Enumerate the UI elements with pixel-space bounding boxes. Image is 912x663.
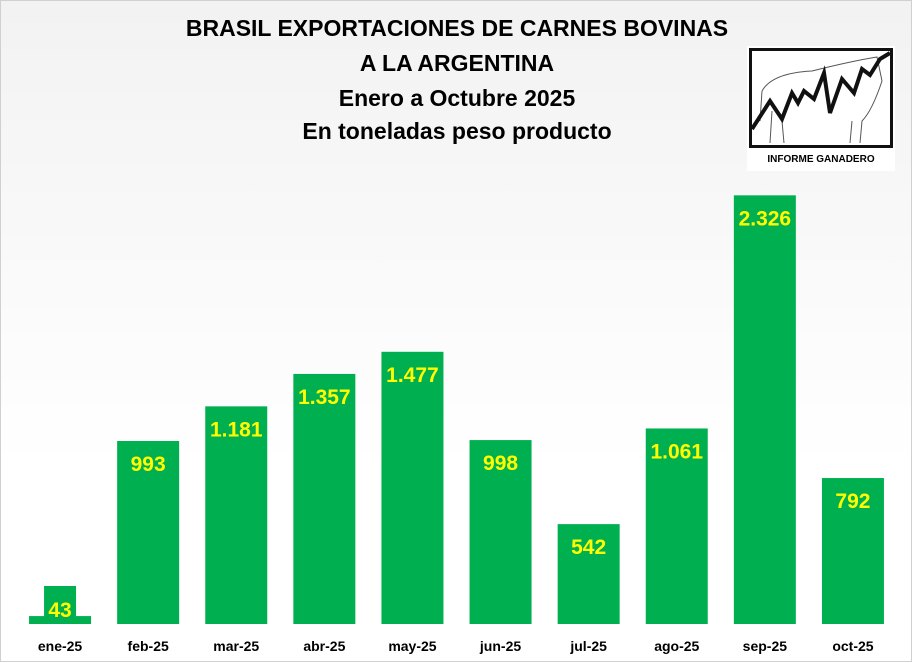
x-tick-label: mar-25	[213, 638, 259, 654]
data-label: 1.181	[210, 418, 263, 441]
data-label: 1.477	[386, 364, 439, 387]
x-tick-label: ene-25	[38, 638, 83, 654]
bar-jul-25	[557, 524, 620, 624]
data-label: 1.357	[298, 386, 351, 409]
chart-title-line-2: A LA ARGENTINA	[359, 50, 555, 76]
chart-title-line-1: BRASIL EXPORTACIONES DE CARNES BOVINAS	[185, 15, 729, 41]
x-tick-label: oct-25	[832, 638, 873, 654]
data-label: 542	[571, 536, 606, 559]
chart-title-line-3: Enero a Octubre 2025	[338, 85, 576, 111]
bar-sep-25	[733, 195, 796, 625]
bar-jun-25	[469, 440, 532, 624]
x-tick-label: may-25	[388, 638, 436, 654]
x-tick-label: jul-25	[569, 638, 607, 654]
x-tick-label: ago-25	[654, 638, 699, 654]
data-label: 792	[835, 490, 870, 513]
bar-may-25	[381, 351, 444, 624]
x-tick-label: abr-25	[303, 638, 345, 654]
chart-title-line-4: En toneladas peso producto	[302, 118, 612, 144]
data-label: 2.326	[739, 207, 792, 230]
x-tick-label: jun-25	[479, 638, 521, 654]
bar-feb-25	[117, 441, 180, 624]
data-label: 43	[48, 599, 71, 622]
bar-mar-25	[205, 406, 268, 624]
data-label: 998	[483, 452, 518, 475]
logo-text: INFORME GANADERO	[767, 154, 875, 165]
bar-ago-25	[645, 428, 708, 624]
data-label-background	[44, 586, 77, 624]
x-tick-label: sep-25	[743, 638, 788, 654]
data-label: 1.061	[650, 440, 703, 463]
x-tick-label: feb-25	[128, 638, 169, 654]
data-label: 993	[131, 453, 166, 476]
bar-abr-25	[293, 373, 356, 624]
bar-oct-25	[821, 478, 884, 624]
cattle-chart-logo-icon	[749, 48, 893, 148]
informe-ganadero-logo: INFORME GANADERO	[747, 46, 895, 171]
